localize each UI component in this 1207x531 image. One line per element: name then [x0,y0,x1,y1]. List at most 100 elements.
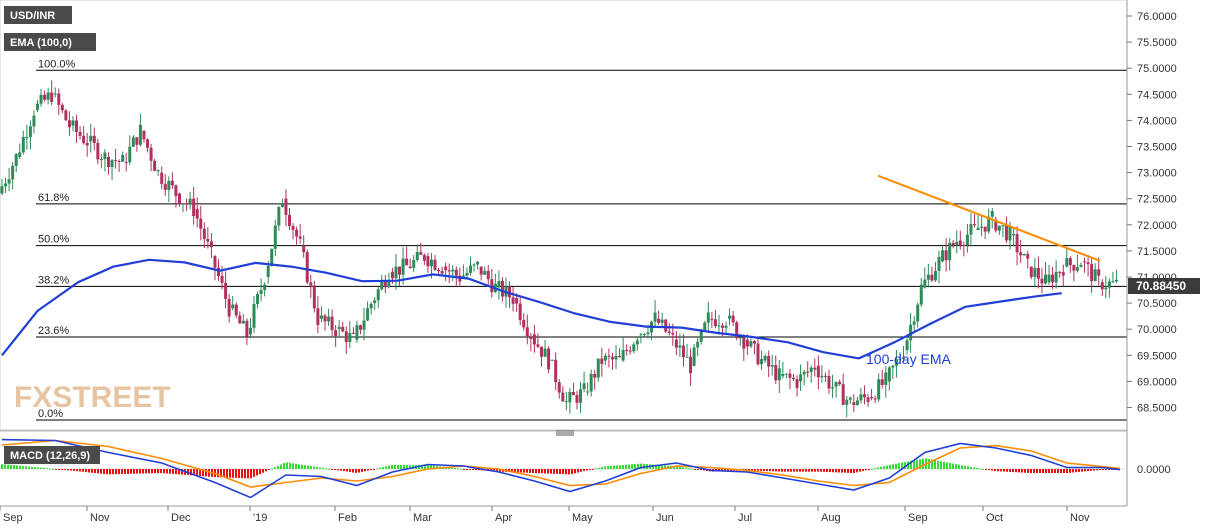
candle-body [760,359,764,365]
candle-body [234,304,238,316]
candle-body [142,130,146,140]
macd-histogram-bar [370,469,372,470]
candle-body [454,269,458,276]
candle-body [568,391,572,403]
candle-body [657,318,661,323]
candle-body [256,293,260,305]
ema-annotation: 100-day EMA [866,351,951,367]
ema-100-line [1,258,1062,360]
macd-histogram-bar [220,469,222,478]
candle-body [270,248,274,266]
candle-body [373,300,377,304]
candle-body [1001,225,1005,227]
candle-body [621,350,625,361]
candle-body [319,315,323,319]
candle-body [440,270,444,274]
candle-body [1022,253,1026,256]
macd-histogram-bar [322,467,324,469]
candle-body [11,165,15,180]
macd-histogram-bar [58,469,60,470]
macd-histogram-bar [307,465,309,469]
macd-histogram-bar [970,466,972,469]
macd-histogram-bar [835,469,837,473]
macd-histogram-bar [430,465,432,469]
macd-histogram-bar [985,469,987,470]
candle-body [877,379,881,400]
ema-label: EMA (100,0) [10,37,72,49]
candle-body [522,319,526,328]
candle-body [1083,261,1087,263]
candle-body [710,318,714,320]
candle-body [277,207,281,226]
candle-body [298,236,302,239]
macd-histogram-bar [79,469,81,472]
candle-body [192,198,196,217]
candle-body [547,348,551,370]
candle-body [887,367,891,382]
macd-histogram-bar [775,469,777,472]
macd-label-box [4,446,100,464]
macd-histogram-bar [961,465,963,469]
macd-histogram-bar [1051,469,1053,474]
candle-body [181,203,185,205]
candle-body [831,387,835,389]
grid-layer [0,0,1128,431]
macd-histogram-bar [289,462,291,469]
candle-body [909,324,913,341]
macd-histogram-bar [379,467,381,469]
macd-histogram-bar [517,469,519,473]
candle-body [334,330,338,337]
candle-body [997,225,1001,231]
y-tick-label: 75.5000 [1137,37,1177,49]
candle-body [213,256,217,268]
candle-body [21,137,25,153]
candle-body [461,275,465,277]
macd-histogram-bar [208,469,210,477]
candle-body [600,358,604,364]
candle-body [870,397,874,399]
macd-histogram-bar [811,469,813,472]
macd-histogram-bar [70,469,72,471]
macd-histogram-bar [1072,469,1074,473]
macd-histogram-bar [457,468,459,470]
candle-body [1107,281,1111,288]
candle-body [1043,274,1047,284]
macd-histogram-bar [91,469,93,473]
macd-histogram-bar [1081,469,1083,472]
resistance-trendline [877,174,1101,262]
candle-body [983,226,987,232]
macd-histogram-bar [769,469,771,472]
candle-body [309,282,313,286]
macd-histogram-bar [469,469,471,470]
candle-body [146,139,150,148]
macd-histogram-bar [460,468,462,470]
candle-body [749,341,753,347]
macd-histogram-bar [424,464,426,469]
candlestick-series [0,80,1118,418]
macd-histogram-bar [973,467,975,469]
macd-histogram-bar [394,464,396,469]
candle-body [39,94,43,104]
macd-histogram-bar [325,468,327,470]
candle-body [351,332,355,334]
candle-body [472,264,476,266]
candle-body [419,252,423,255]
macd-histogram-bar [976,467,978,469]
macd-histogram-bar [703,469,705,471]
macd-histogram-bar [532,469,534,473]
resize-handle-icon[interactable] [556,430,574,436]
last-price-value: 70.88450 [1136,279,1186,293]
macd-tick-label: 0.0000 [1137,464,1171,476]
candle-body [323,315,327,322]
macd-histogram-bar [235,469,237,478]
candle-body [106,156,110,167]
candle-body [902,357,906,360]
macd-histogram-bar [280,464,282,469]
candle-body [465,272,469,276]
macd-histogram-bar [4,464,6,469]
candle-body [7,179,11,184]
macd-histogram-bar [565,469,567,475]
candle-body [674,339,678,348]
candle-body [774,365,778,381]
